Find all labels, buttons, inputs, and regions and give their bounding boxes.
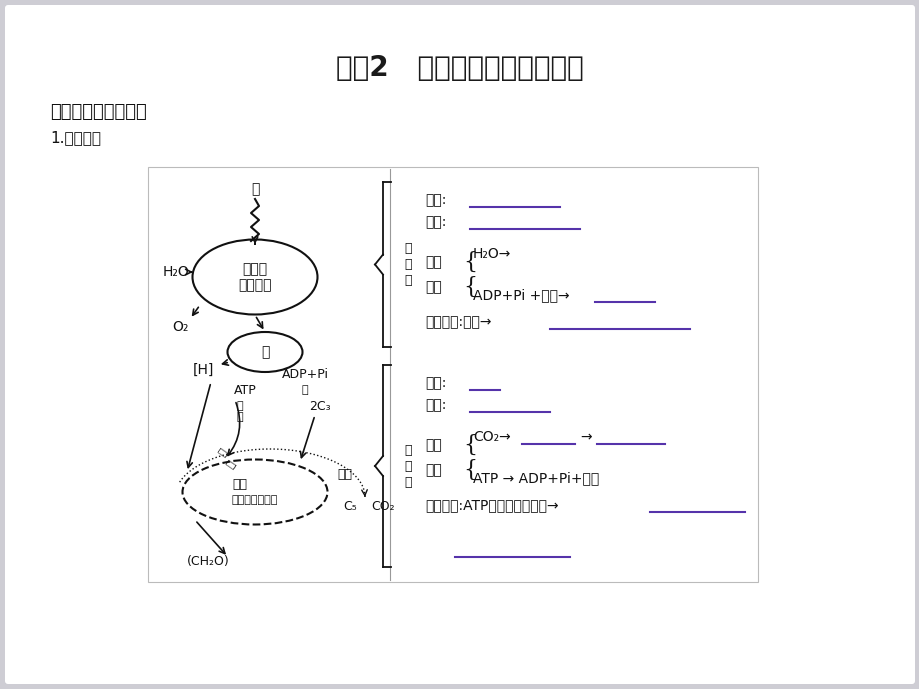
Text: CO₂: CO₂	[370, 500, 394, 513]
FancyBboxPatch shape	[5, 5, 914, 684]
Text: 场所:: 场所:	[425, 215, 446, 229]
Text: 一、光合作用的过程: 一、光合作用的过程	[50, 103, 147, 121]
Text: ATP → ADP+Pi+能量: ATP → ADP+Pi+能量	[472, 471, 598, 485]
Text: 还原: 还原	[233, 477, 247, 491]
Text: 条件:: 条件:	[425, 193, 446, 207]
Text: 供: 供	[236, 401, 243, 411]
Text: ADP+Pi: ADP+Pi	[281, 367, 328, 380]
Text: →: →	[579, 430, 591, 444]
Text: 能量变化:光能→: 能量变化:光能→	[425, 315, 491, 329]
Text: 中的色素: 中的色素	[238, 278, 271, 292]
Text: 物质: 物质	[425, 438, 441, 452]
Text: CO₂→: CO₂→	[472, 430, 510, 444]
Text: [H]: [H]	[192, 363, 213, 377]
Text: C₅: C₅	[343, 500, 357, 513]
Text: 变化: 变化	[425, 463, 441, 477]
Text: H₂O: H₂O	[163, 265, 189, 279]
Text: 多种酶参加催化: 多种酶参加催化	[232, 495, 278, 505]
Text: 能: 能	[236, 412, 243, 422]
Text: 考点2   光合作用的原理及应用: 考点2 光合作用的原理及应用	[335, 54, 584, 82]
Text: 暗
反
应: 暗 反 应	[403, 444, 412, 489]
Text: 光: 光	[251, 182, 259, 196]
Text: {: {	[462, 251, 477, 273]
Text: O₂: O₂	[172, 320, 188, 334]
Text: H₂O→: H₂O→	[472, 247, 511, 261]
Text: 供: 供	[217, 446, 229, 457]
Text: {: {	[462, 276, 477, 298]
Text: 1.过程图解: 1.过程图解	[50, 130, 101, 145]
Text: {: {	[462, 434, 477, 456]
Text: 能量变化:ATP中活跃的化学能→: 能量变化:ATP中活跃的化学能→	[425, 498, 558, 512]
Text: 酶: 酶	[301, 385, 308, 395]
Text: 酶: 酶	[260, 345, 269, 359]
Text: ATP: ATP	[233, 384, 256, 396]
Text: ADP+Pi +能量→: ADP+Pi +能量→	[472, 288, 569, 302]
Text: 变化: 变化	[425, 280, 441, 294]
Text: 氢: 氢	[225, 458, 237, 470]
Text: 物质: 物质	[425, 255, 441, 269]
Text: 条件:: 条件:	[425, 376, 446, 390]
Text: 叶绿体: 叶绿体	[243, 262, 267, 276]
Text: (CH₂O): (CH₂O)	[187, 555, 229, 568]
FancyBboxPatch shape	[148, 167, 757, 582]
Text: 2C₃: 2C₃	[309, 400, 331, 413]
Text: 固定: 固定	[337, 468, 352, 480]
Text: 场所:: 场所:	[425, 398, 446, 412]
Text: {: {	[462, 459, 477, 481]
Text: 光
反
应: 光 反 应	[403, 242, 412, 287]
